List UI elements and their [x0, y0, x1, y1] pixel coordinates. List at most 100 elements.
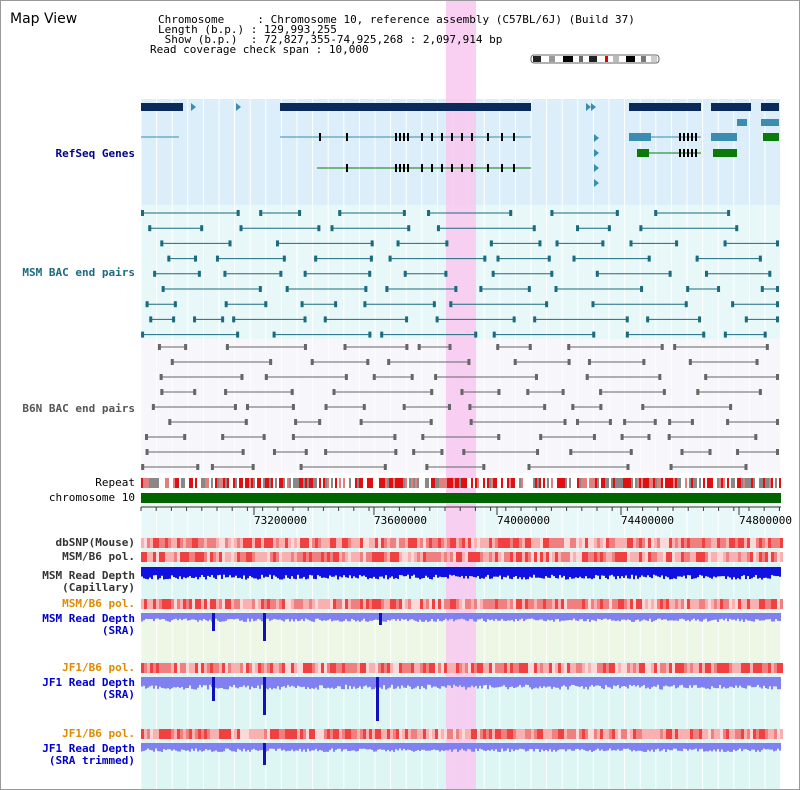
heat-cell	[462, 599, 465, 609]
track-label-b6n-bac[interactable]: B6N BAC end pairs	[22, 402, 135, 415]
depth-bar	[353, 613, 355, 620]
track-label-msm-bac[interactable]: MSM BAC end pairs	[22, 266, 135, 279]
heat-cell	[459, 599, 462, 609]
heat-cell	[417, 552, 420, 562]
depth-bar	[261, 567, 263, 575]
heat-cell	[534, 538, 537, 548]
depth-bar	[323, 677, 325, 689]
depth-bar	[153, 567, 155, 576]
depth-bar	[267, 613, 269, 619]
bac-end	[372, 374, 376, 380]
heat-cell	[189, 552, 192, 562]
heat-cell	[780, 599, 783, 609]
depth-bar	[427, 567, 429, 578]
heat-cell	[678, 538, 681, 548]
depth-bar	[547, 677, 549, 687]
repeat-segment	[471, 478, 473, 488]
heat-cell	[339, 729, 342, 739]
heat-cell	[591, 552, 594, 562]
heat-cell	[201, 729, 204, 739]
track-label-dbsnp[interactable]: dbSNP(Mouse)	[55, 536, 135, 549]
heat-cell	[444, 663, 447, 673]
gene-body	[761, 119, 779, 126]
gene-body	[763, 133, 779, 141]
track-label-jf1-b6-pol[interactable]: JF1/B6 pol.	[62, 661, 135, 674]
track-label-msm-b6-pol[interactable]: MSM/B6 pol.	[62, 550, 135, 563]
heat-cell	[501, 663, 504, 673]
bac-end	[690, 419, 694, 425]
depth-bar	[463, 677, 465, 687]
heat-cell	[726, 663, 729, 673]
track-label-chromosome[interactable]: chromosome 10	[48, 491, 135, 504]
repeat-segment	[349, 478, 351, 488]
track-label-jf1-b6-pol-2[interactable]: JF1/B6 pol.	[62, 727, 135, 740]
heat-cell	[609, 729, 612, 739]
repeat-segment	[323, 478, 325, 488]
heat-cell	[309, 552, 312, 562]
depth-bar	[321, 677, 323, 686]
track-label-msm-depth-capillary[interactable]: MSM Read Depth (Capillary)	[42, 569, 135, 594]
heat-cell	[660, 599, 663, 609]
depth-bar	[655, 613, 657, 621]
depth-bar	[411, 567, 413, 576]
depth-bar	[231, 613, 233, 619]
depth-bar	[367, 743, 369, 750]
repeat-segment	[711, 478, 713, 488]
repeat-segment	[199, 478, 201, 488]
bac-end	[167, 255, 171, 262]
bac-end	[479, 286, 483, 292]
repeat-segment	[603, 478, 605, 488]
depth-bar	[299, 743, 301, 749]
heat-cell	[318, 552, 321, 562]
depth-bar	[525, 743, 527, 752]
depth-bar	[467, 567, 469, 579]
repeat-segment	[187, 478, 189, 488]
gene-body	[637, 149, 649, 157]
depth-bar	[451, 613, 453, 619]
heat-cell	[378, 729, 381, 739]
heat-cell	[300, 538, 303, 548]
heat-cell	[564, 663, 567, 673]
depth-bar	[203, 567, 205, 578]
track-label-msm-b6-pol-2[interactable]: MSM/B6 pol.	[62, 597, 135, 610]
heat-cell	[417, 663, 420, 673]
heat-cell	[690, 538, 693, 548]
heat-cell	[660, 663, 663, 673]
depth-bar	[361, 613, 363, 621]
heat-cell	[384, 552, 387, 562]
bac-end	[294, 419, 298, 425]
heat-cell	[180, 663, 183, 673]
heat-cell	[519, 552, 522, 562]
depth-bar	[695, 613, 697, 621]
repeat-segment	[141, 478, 143, 488]
track-label-msm-depth-sra[interactable]: MSM Read Depth (SRA)	[42, 612, 135, 637]
gene-exon	[346, 133, 348, 141]
track-label-refseq[interactable]: RefSeq Genes	[55, 147, 135, 160]
depth-bar	[567, 613, 569, 621]
depth-bar	[413, 677, 415, 689]
depth-bar	[737, 677, 739, 688]
depth-bar	[395, 677, 397, 689]
depth-bar	[471, 677, 473, 686]
track-label-jf1-depth-sra[interactable]: JF1 Read Depth (SRA)	[42, 676, 135, 701]
depth-bar	[675, 613, 677, 621]
depth-bar	[203, 677, 205, 686]
gene-arrow	[591, 103, 596, 111]
track-label-jf1-depth-trimmed[interactable]: JF1 Read Depth (SRA trimmed)	[42, 742, 135, 767]
depth-bar	[747, 677, 749, 686]
heat-cell	[762, 663, 765, 673]
depth-bar	[141, 743, 143, 752]
heat-cell	[264, 538, 267, 548]
bac-end	[264, 301, 268, 308]
depth-bar	[617, 613, 619, 621]
depth-bar	[685, 567, 687, 579]
depth-bar	[575, 567, 577, 578]
repeat-segment	[171, 478, 173, 488]
repeat-segment	[533, 478, 535, 488]
track-label-repeat[interactable]: Repeat	[95, 476, 135, 489]
heat-cell	[504, 538, 507, 548]
heat-cell	[492, 663, 495, 673]
repeat-segment	[387, 478, 389, 488]
depth-spike	[263, 613, 266, 641]
